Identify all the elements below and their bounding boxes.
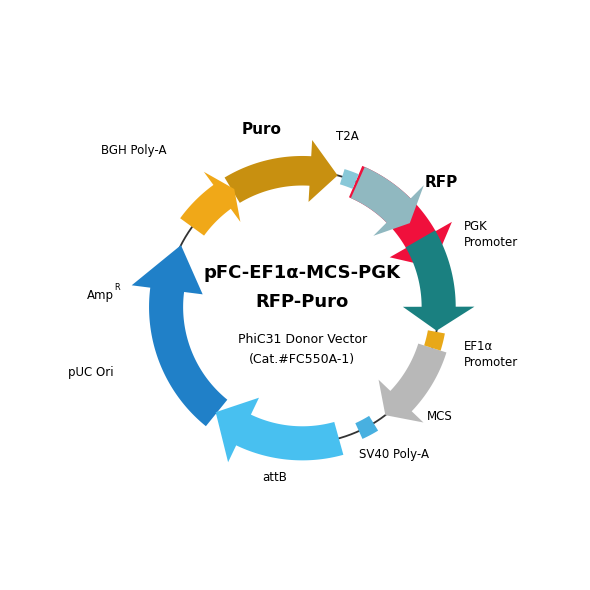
Text: (Cat.#FC550A-1): (Cat.#FC550A-1) [250, 353, 355, 366]
Polygon shape [351, 167, 424, 236]
Polygon shape [403, 230, 474, 331]
Text: MCS: MCS [427, 409, 453, 422]
Text: Puro: Puro [241, 122, 281, 137]
Polygon shape [180, 172, 240, 235]
Text: EF1α
Promoter: EF1α Promoter [464, 340, 518, 369]
Polygon shape [225, 140, 337, 203]
Polygon shape [349, 166, 452, 267]
Text: pFC-EF1α-MCS-PGK: pFC-EF1α-MCS-PGK [204, 264, 401, 282]
Text: PhiC31 Donor Vector: PhiC31 Donor Vector [238, 333, 367, 346]
Text: R: R [114, 283, 120, 292]
Polygon shape [355, 416, 378, 439]
Text: RFP-Puro: RFP-Puro [255, 293, 349, 312]
Text: pUC Ori: pUC Ori [68, 366, 114, 379]
Text: RFP: RFP [425, 175, 458, 189]
Polygon shape [132, 245, 227, 426]
Polygon shape [340, 169, 359, 189]
Text: PGK
Promoter: PGK Promoter [464, 220, 518, 249]
Text: T2A: T2A [336, 130, 359, 143]
Text: BGH Poly-A: BGH Poly-A [100, 144, 166, 157]
Text: SV40 Poly-A: SV40 Poly-A [359, 448, 429, 461]
Polygon shape [379, 343, 447, 422]
Text: attB: attB [263, 471, 287, 484]
Polygon shape [216, 398, 343, 462]
Text: Amp: Amp [87, 289, 114, 302]
Polygon shape [424, 330, 445, 350]
